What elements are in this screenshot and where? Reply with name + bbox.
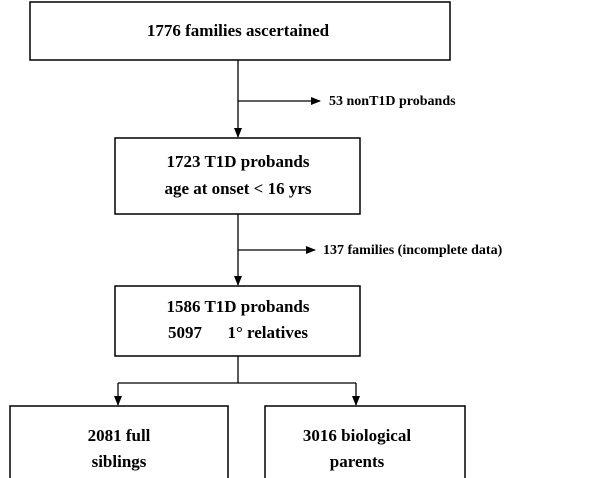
box — [29, 1, 451, 61]
exclusion-label: 137 families (incomplete data) — [323, 243, 503, 258]
box — [264, 405, 466, 478]
box — [9, 405, 229, 478]
exclusion-label: 53 nonT1D probands — [329, 94, 456, 109]
node-label: age at onset < 16 yrs — [164, 179, 311, 198]
box — [114, 137, 361, 215]
node-label: 1776 families ascertained — [147, 21, 330, 40]
node-label: 1586 T1D probands — [167, 297, 310, 316]
box — [114, 285, 361, 357]
node-label: 2081 full — [88, 426, 151, 445]
node-label: 3016 biological — [303, 426, 411, 445]
node-label: siblings — [92, 452, 147, 471]
node-label: parents — [330, 452, 385, 471]
node-label: 1723 T1D probands — [167, 152, 310, 171]
node-label: 5097 1° relatives — [168, 323, 308, 342]
